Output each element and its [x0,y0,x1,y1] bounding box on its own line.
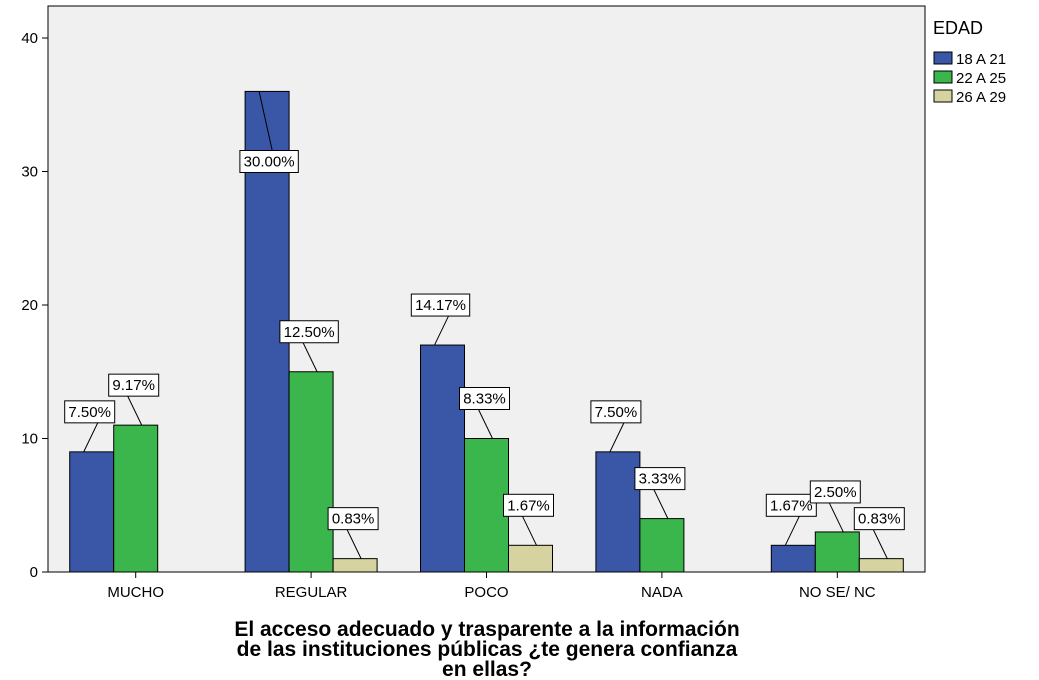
bar [288,371,334,573]
x-tick-label: REGULAR [275,584,348,601]
data-label-box [239,150,299,173]
data-label-box [108,373,160,397]
data-label-box [327,507,379,531]
bar [69,451,115,573]
legend-label: 26 A 29 [956,89,1006,106]
data-label: 12.50% [284,324,335,341]
data-label-box [634,467,686,491]
legend-swatch [933,70,953,84]
y-tick-label: 40 [21,30,38,47]
data-label: 30.00% [244,154,295,171]
x-axis-title-line-3: en ellas? [442,658,532,680]
data-label: 2.50% [814,484,857,501]
data-label-leader [872,529,888,559]
data-label-leader [653,489,669,519]
data-label-box [503,493,554,517]
data-label-box [64,400,116,424]
legend-swatch [933,51,953,65]
data-label-box [765,493,817,517]
bar [464,438,509,573]
bar [770,544,816,573]
bar [595,451,641,573]
data-label: 1.67% [507,497,550,514]
data-label-box [853,507,905,531]
bar [332,558,378,573]
data-label-box [459,387,510,410]
data-label-box [410,293,471,317]
data-label: 3.33% [639,471,682,488]
data-label-box [279,320,339,344]
data-labels-group: 7.50%9.17%30.00%12.50%0.83%14.17%8.33%1.… [64,91,905,559]
x-axis-title: El acceso adecuado y trasparente a la in… [234,618,739,680]
data-label-leader [302,342,318,372]
data-label: 9.17% [112,377,155,394]
legend-swatch [933,89,953,103]
data-label-leader [609,422,625,453]
data-label: 7.50% [68,404,111,421]
x-axis-title-line-2: de las instituciones públicas ¿te genera… [237,638,738,661]
x-tick-label: MUCHO [107,584,164,601]
data-label-leader [83,422,99,453]
legend-label: 18 A 21 [956,51,1006,68]
data-label-leader [346,529,362,559]
data-label: 0.83% [332,511,375,528]
bar [639,518,685,573]
bars-group [69,90,904,573]
data-label: 7.50% [595,404,638,421]
x-tick-label: NO SE/ NC [799,584,876,601]
x-tick-label: NADA [641,584,683,601]
legend: EDAD 18 A 21 22 A 25 26 A 29 [933,18,1006,106]
x-tick-label: POCO [464,584,508,601]
data-label-leader [828,502,844,533]
y-tick-label: 10 [21,431,38,448]
data-label-leader [127,395,143,426]
bar [420,344,465,573]
x-axis-title-line-1: El acceso adecuado y trasparente a la in… [234,618,739,641]
y-axis: 0 10 20 30 40 [21,30,48,581]
y-tick-label: 20 [21,297,38,314]
bar [508,544,553,573]
data-label-leader [434,315,449,346]
data-label-leader [784,516,800,546]
legend-label: 22 A 25 [956,70,1006,87]
data-label: 14.17% [415,297,466,314]
data-label: 8.33% [463,391,506,408]
data-label-box [590,400,642,424]
legend-title: EDAD [933,18,983,38]
y-tick-label: 30 [21,164,38,181]
data-label: 0.83% [858,511,901,528]
y-tick-label: 0 [30,564,38,581]
bar [814,531,860,573]
data-label-leader [522,516,537,546]
bar [858,558,904,573]
bar [113,424,159,573]
data-label: 1.67% [770,497,813,514]
x-axis: MUCHO REGULAR POCO NADA NO SE/ NC [107,572,876,601]
data-label-box [809,480,861,504]
data-label-leader [478,409,493,439]
